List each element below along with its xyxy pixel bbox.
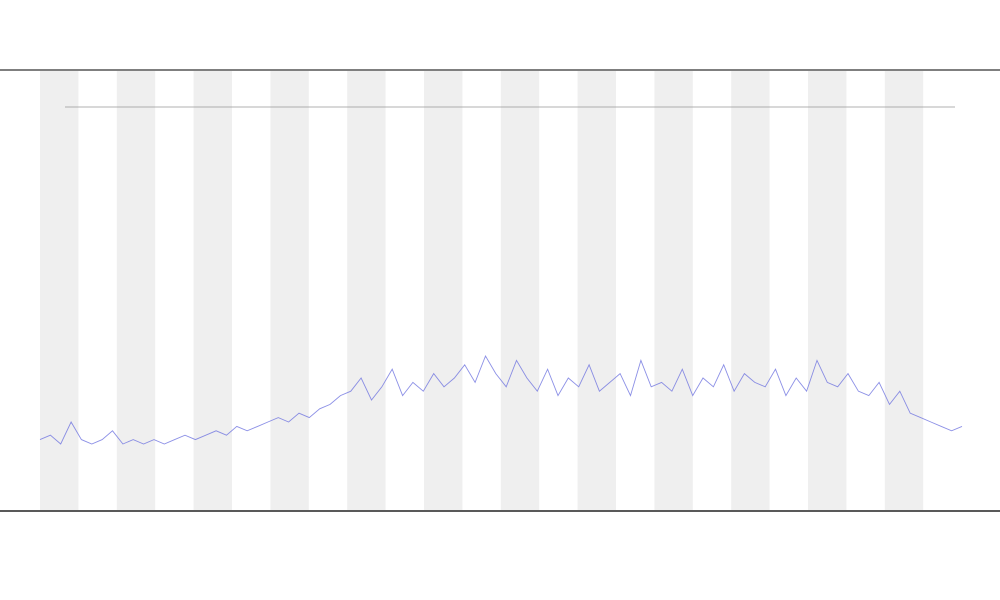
background-bands <box>40 71 924 510</box>
band <box>193 71 232 510</box>
band <box>808 71 847 510</box>
band <box>347 71 386 510</box>
band <box>116 71 156 510</box>
band <box>654 71 693 510</box>
band <box>731 71 770 510</box>
plot-area <box>39 354 963 445</box>
band <box>424 71 463 510</box>
data-line <box>39 354 963 445</box>
band <box>40 71 79 510</box>
band <box>884 71 924 510</box>
band <box>270 71 309 510</box>
band <box>500 71 540 510</box>
band <box>577 71 616 510</box>
